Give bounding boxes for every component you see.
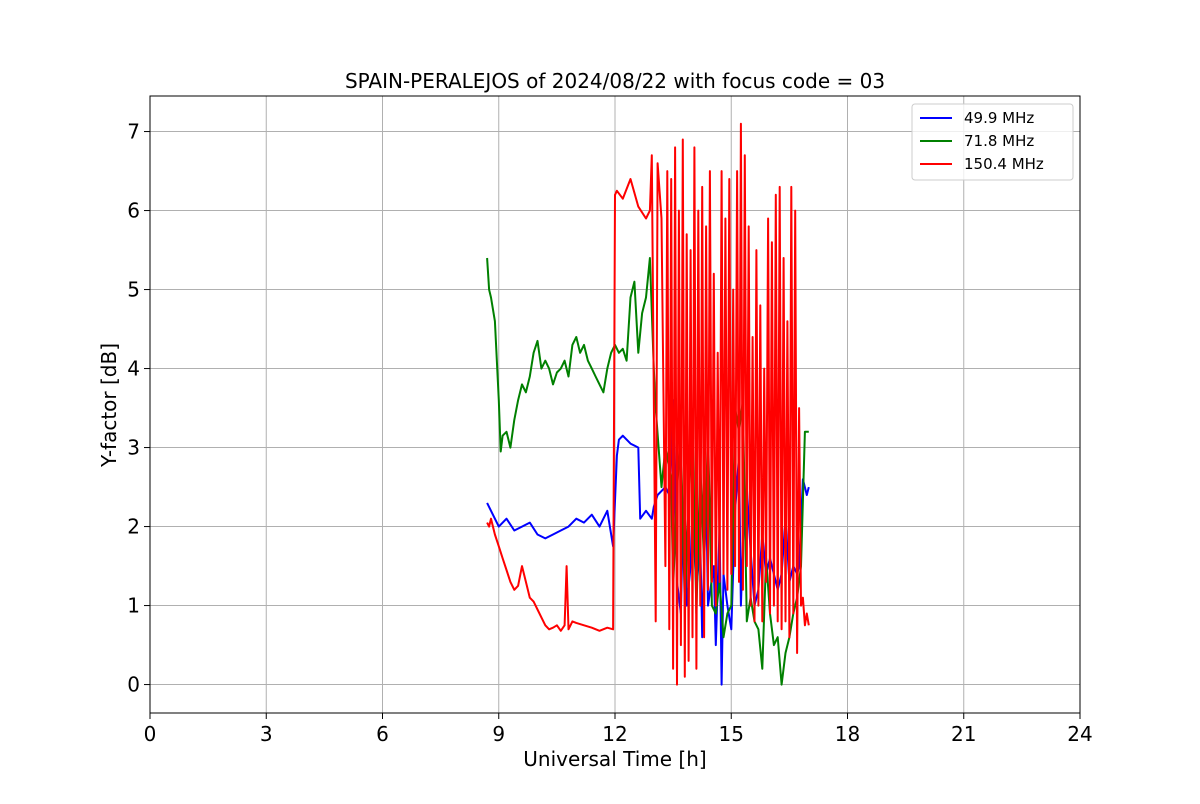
- series-line-3: [486, 122, 810, 686]
- y-tick-label: 1: [127, 594, 140, 618]
- x-tick-label: 3: [260, 722, 273, 746]
- chart-title: SPAIN-PERALEJOS of 2024/08/22 with focus…: [345, 69, 885, 93]
- y-tick-label: 6: [127, 199, 140, 223]
- y-axis: 0 1 2 3 4 5 6 7: [127, 120, 150, 697]
- y-tick-label: 5: [127, 278, 140, 302]
- legend: 49.9 MHz 71.8 MHz 150.4 MHz: [911, 103, 1074, 181]
- y-tick-label: 0: [127, 673, 140, 697]
- x-tick-label: 21: [951, 722, 976, 746]
- x-tick-label: 15: [719, 722, 744, 746]
- legend-box: [911, 103, 1074, 181]
- x-tick-label: 0: [144, 722, 157, 746]
- x-tick-label: 9: [492, 722, 505, 746]
- x-tick-label: 24: [1067, 722, 1092, 746]
- y-tick-label: 4: [127, 357, 140, 381]
- y-tick-label: 3: [127, 436, 140, 460]
- y-tick-label: 2: [127, 515, 140, 539]
- x-tick-label: 18: [835, 722, 860, 746]
- x-tick-label: 6: [376, 722, 389, 746]
- series-group: [486, 122, 810, 686]
- x-tick-label: 12: [602, 722, 627, 746]
- x-axis-title: Universal Time [h]: [523, 747, 706, 771]
- legend-label-1: 49.9 MHz: [964, 109, 1034, 127]
- y-tick-label: 7: [127, 120, 140, 144]
- y-axis-title: Y-factor [dB]: [97, 343, 121, 468]
- legend-label-3: 150.4 MHz: [964, 155, 1044, 173]
- legend-label-2: 71.8 MHz: [964, 132, 1034, 150]
- x-axis: 0 3 6 9 12 15 18 21 24: [144, 713, 1093, 746]
